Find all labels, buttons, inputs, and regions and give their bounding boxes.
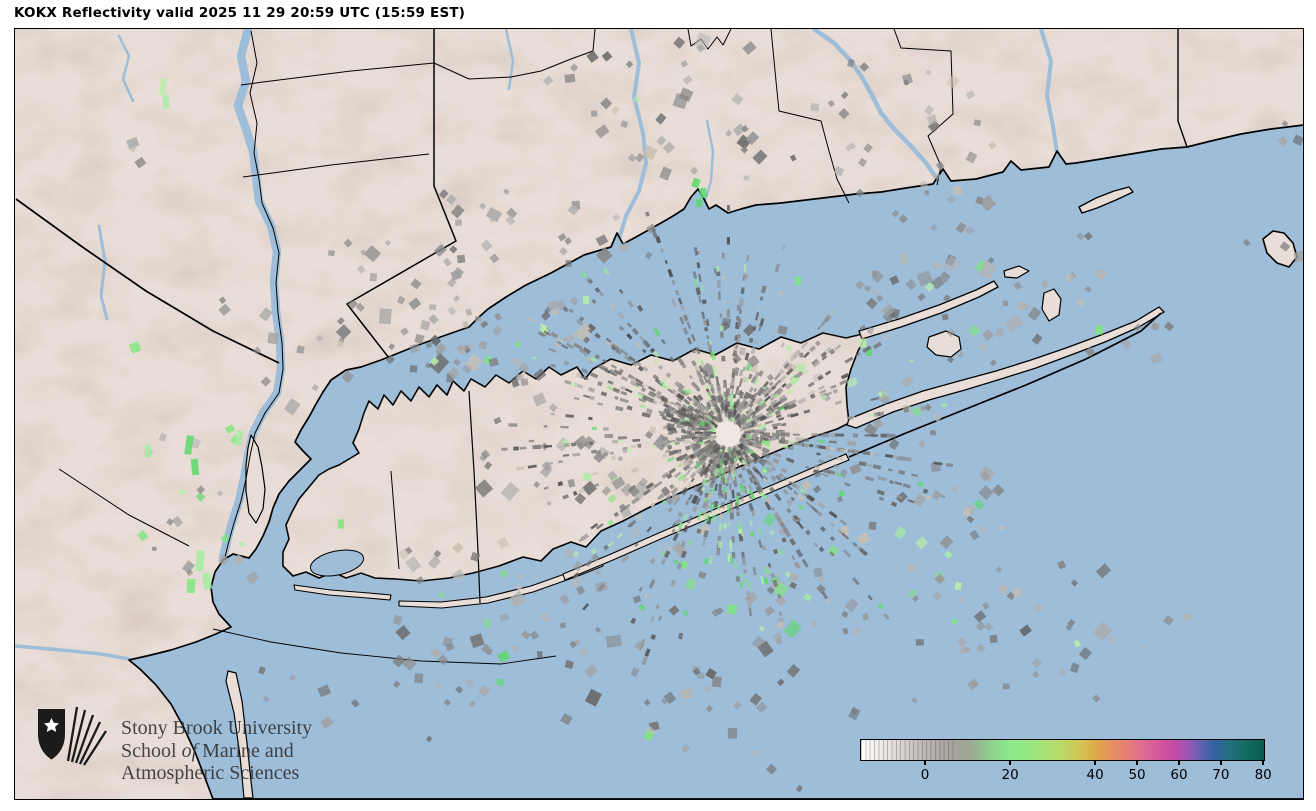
border-layer (15, 29, 1188, 665)
radar-site-hole (715, 421, 741, 447)
colorbar-tick (1220, 760, 1222, 765)
colorbar-tick (1178, 760, 1180, 765)
map-svg (15, 29, 1303, 799)
colorbar-tick-label: 60 (1170, 767, 1188, 783)
colorbar-tick (924, 760, 926, 765)
colorbar-tick (1136, 760, 1138, 765)
colorbar-tick-label: 40 (1086, 767, 1104, 783)
colorbar-tick-label: 50 (1128, 767, 1146, 783)
colorbar-tick-label: 70 (1212, 767, 1230, 783)
colorbar-discrete-steps (861, 740, 954, 760)
colorbar-tick (1009, 760, 1011, 765)
colorbar-tick-label: 0 (920, 767, 930, 783)
radar-clutter-layer (126, 32, 1303, 793)
river-layer (15, 29, 1059, 661)
colorbar: 0 20 40 50 60 70 80 (860, 739, 1272, 783)
radar-map: 0 20 40 50 60 70 80 Stony Brook University Sch… (14, 28, 1304, 800)
bay-layer (309, 312, 1162, 577)
colorbar-tick-label: 80 (1254, 767, 1272, 783)
colorbar-gradient (861, 740, 1264, 760)
colorbar-tick (1094, 760, 1096, 765)
colorbar-tick-label: 20 (1001, 767, 1019, 783)
figure-title: KOKX Reflectivity valid 2025 11 29 20:59… (14, 5, 466, 21)
colorbar-tick (1262, 760, 1264, 765)
